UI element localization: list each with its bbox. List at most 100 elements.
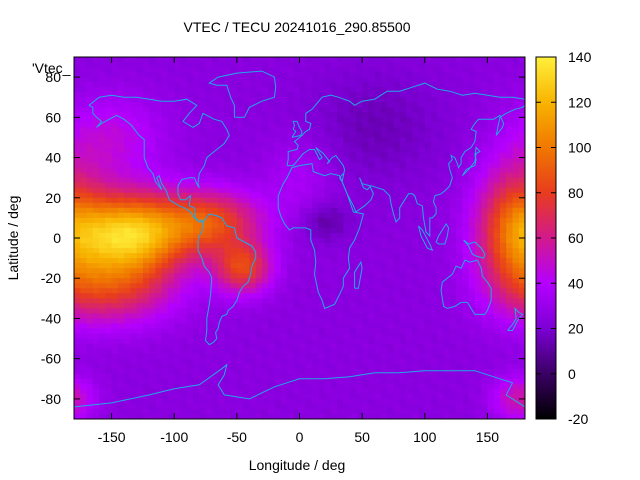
heat-cell xyxy=(149,232,156,239)
heat-cell xyxy=(199,313,207,319)
heat-cell xyxy=(111,107,119,113)
heat-cell xyxy=(193,393,200,400)
heat-cell xyxy=(80,132,88,138)
heat-cell xyxy=(268,117,275,123)
heat-cell xyxy=(349,353,357,360)
heat-cell xyxy=(312,278,319,284)
heat-cell xyxy=(362,353,369,360)
heat-cell xyxy=(374,383,382,390)
heat-cell xyxy=(92,313,100,319)
heat-cell xyxy=(92,87,100,93)
heat-cell xyxy=(468,393,476,400)
heat-cell xyxy=(99,238,106,244)
heat-cell xyxy=(293,132,300,138)
heat-cell xyxy=(117,182,125,189)
heat-cell xyxy=(493,117,501,123)
heat-cell xyxy=(493,152,501,159)
heat-cell xyxy=(412,127,420,133)
heat-cell xyxy=(86,182,94,189)
heat-cell xyxy=(274,368,282,375)
heat-cell xyxy=(149,263,156,269)
heat-cell xyxy=(280,192,288,199)
heat-cell xyxy=(512,293,520,299)
heat-cell xyxy=(211,87,219,93)
heat-cell xyxy=(80,62,88,68)
heat-cell xyxy=(161,328,169,335)
heat-cell xyxy=(362,393,369,400)
heat-cell xyxy=(299,243,307,249)
heat-cell xyxy=(499,177,507,184)
heat-cell xyxy=(130,403,138,410)
heat-cell xyxy=(218,273,225,279)
heat-cell xyxy=(355,288,363,294)
heat-cell xyxy=(255,238,263,244)
heat-cell xyxy=(443,82,451,88)
heat-cell xyxy=(186,268,194,274)
heat-cell xyxy=(74,283,81,289)
heat-cell xyxy=(343,293,351,299)
heat-cell xyxy=(111,288,119,294)
heat-cell xyxy=(74,177,81,184)
heat-cell xyxy=(324,132,332,138)
heat-cell xyxy=(418,57,426,63)
heat-cell xyxy=(506,172,513,179)
heat-cell xyxy=(499,283,507,289)
heat-cell xyxy=(211,303,219,309)
heat-cell xyxy=(506,338,513,345)
heat-cell xyxy=(443,283,451,289)
heat-cell xyxy=(180,303,188,309)
heat-cell xyxy=(380,328,388,335)
heat-cell xyxy=(512,157,520,164)
heat-cell xyxy=(161,147,169,154)
heat-cell xyxy=(343,182,351,189)
heat-cell xyxy=(280,112,288,118)
heat-cell xyxy=(99,243,106,249)
heat-cell xyxy=(80,142,88,148)
heat-cell xyxy=(337,142,344,148)
heat-cell xyxy=(167,403,175,410)
heat-cell xyxy=(456,67,463,73)
heat-cell xyxy=(518,82,525,88)
heat-cell xyxy=(80,57,88,63)
heat-cell xyxy=(111,323,119,329)
heat-cell xyxy=(255,67,263,73)
heat-cell xyxy=(449,313,457,319)
heat-cell xyxy=(180,378,188,385)
heat-cell xyxy=(305,117,313,123)
heat-cell xyxy=(280,373,288,380)
heat-cell xyxy=(111,137,119,143)
heat-cell xyxy=(481,378,488,385)
heat-cell xyxy=(268,338,275,345)
heat-cell xyxy=(387,258,394,264)
heat-cell xyxy=(124,333,131,340)
heat-cell xyxy=(193,67,200,73)
heat-cell xyxy=(362,167,369,174)
heat-cell xyxy=(280,142,288,148)
heat-cell xyxy=(324,212,332,219)
heat-cell xyxy=(312,238,319,244)
heat-cell xyxy=(280,263,288,269)
heat-cell xyxy=(161,162,169,169)
heat-cell xyxy=(387,253,394,259)
heat-cell xyxy=(268,268,275,274)
heat-cell xyxy=(299,157,307,164)
heat-cell xyxy=(362,238,369,244)
heat-cell xyxy=(142,97,150,103)
heat-cell xyxy=(180,263,188,269)
heat-cell xyxy=(337,192,344,199)
heat-cell xyxy=(305,122,313,128)
heat-cell xyxy=(186,147,194,154)
heat-cell xyxy=(193,248,200,254)
heat-cell xyxy=(362,318,369,324)
heat-cell xyxy=(293,378,300,385)
heat-cell xyxy=(493,162,501,169)
heat-cell xyxy=(512,167,520,174)
heat-cell xyxy=(312,142,319,148)
heat-cell xyxy=(412,378,420,385)
heat-cell xyxy=(111,313,119,319)
heat-cell xyxy=(424,122,432,128)
heat-cell xyxy=(167,122,175,128)
heat-cell xyxy=(499,212,507,219)
heat-cell xyxy=(149,363,156,370)
heat-cell xyxy=(355,62,363,68)
